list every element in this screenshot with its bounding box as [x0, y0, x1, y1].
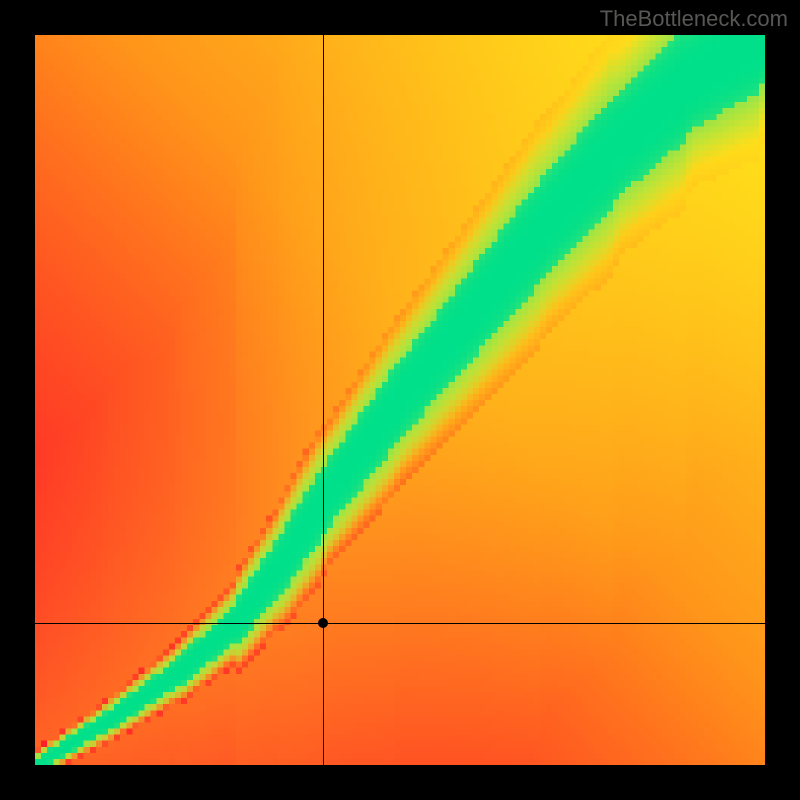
- data-point-marker: [318, 618, 328, 628]
- plot-area: [35, 35, 765, 765]
- crosshair-horizontal: [35, 623, 765, 624]
- chart-container: TheBottleneck.com: [0, 0, 800, 800]
- watermark-text: TheBottleneck.com: [600, 6, 788, 32]
- crosshair-vertical: [323, 35, 324, 765]
- heatmap-canvas: [35, 35, 765, 765]
